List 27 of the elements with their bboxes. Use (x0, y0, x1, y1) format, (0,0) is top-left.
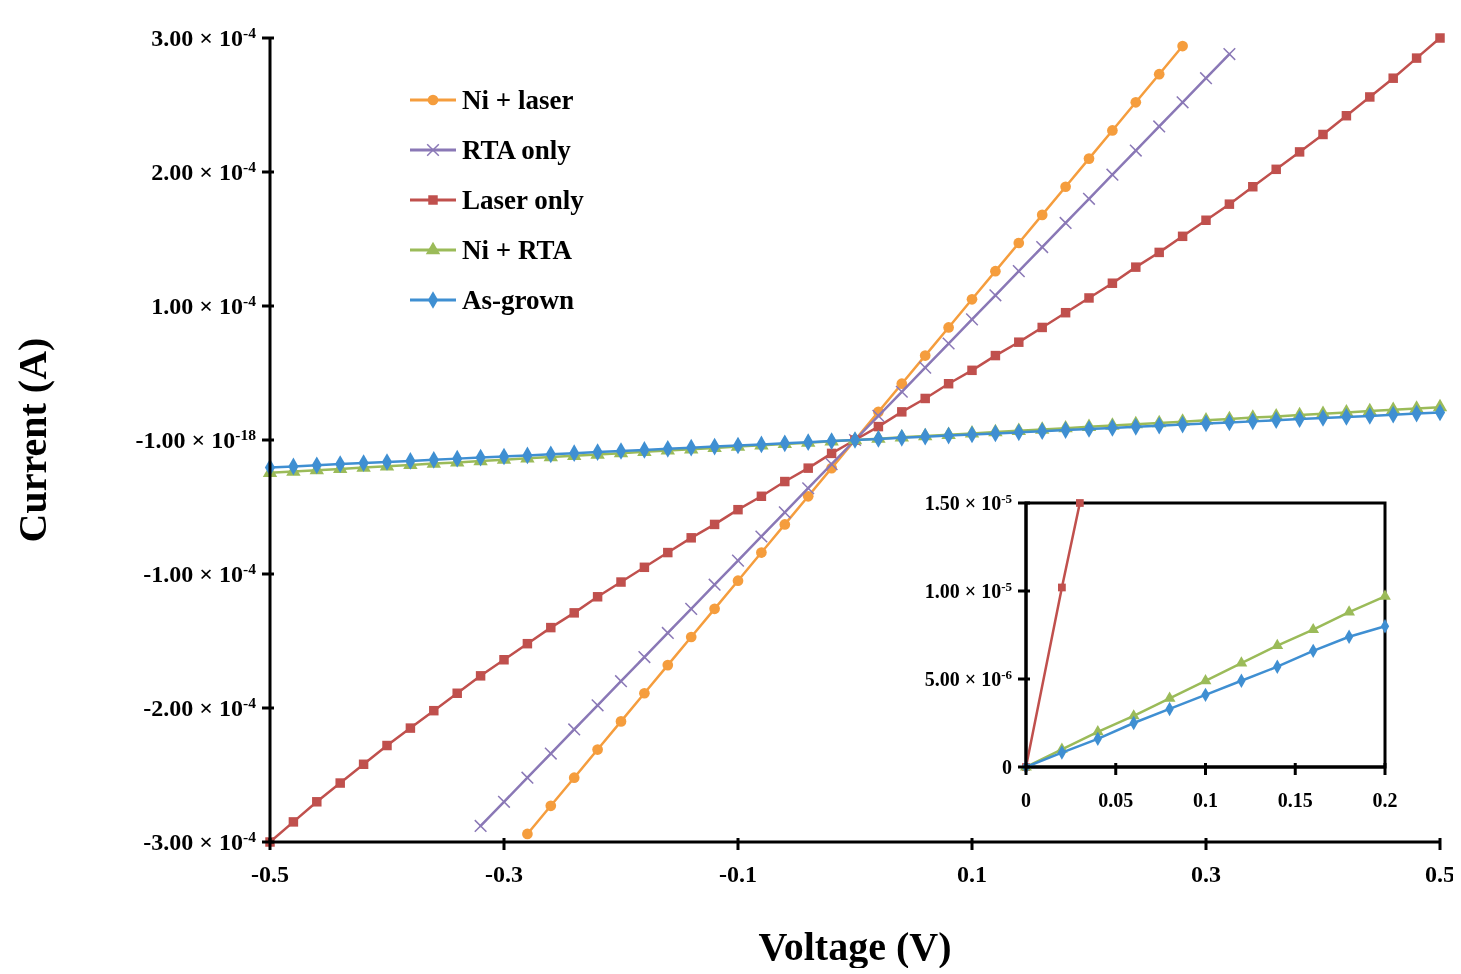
x-tick-label: 0.15 (1277, 789, 1313, 811)
y-tick-label: 1.00 × 10$^{-4}$ (151, 291, 257, 320)
y-tick-label: 5.00 × 10$^{-6}$ (924, 666, 1013, 690)
legend-label: Ni + RTA (462, 235, 573, 266)
x-tick-label: 0.1 (957, 861, 987, 887)
y-tick-label: -1.00 × 10$^{-18}$ (135, 425, 257, 454)
x-tick-label: 0.1 (1193, 789, 1218, 811)
legend-label: RTA only (462, 135, 572, 166)
x-tick-label: 0 (1021, 789, 1031, 811)
legend-label: Laser only (462, 185, 585, 216)
y-tick-label: 3.00 × 10$^{-4}$ (151, 23, 257, 52)
x-tick-label: -0.3 (485, 861, 523, 887)
legend-label: As-grown (462, 285, 575, 316)
y-tick-label: -1.00 × 10$^{-4}$ (143, 559, 257, 588)
legend-label: Ni + laser (462, 85, 574, 116)
x-tick-label: 0.3 (1191, 861, 1221, 887)
y-tick-label: -2.00 × 10$^{-4}$ (143, 693, 257, 722)
y-tick-label: 2.00 × 10$^{-4}$ (151, 157, 257, 186)
y-axis-title: Current (A) (10, 337, 55, 543)
x-tick-label: -0.5 (251, 861, 289, 887)
y-tick-label: 0 (1002, 756, 1012, 778)
y-tick-label: 1.00 × 10$^{-5}$ (924, 578, 1013, 602)
y-tick-label: -3.00 × 10$^{-4}$ (143, 827, 257, 856)
x-tick-label: 0.2 (1372, 789, 1398, 811)
x-tick-label: -0.1 (719, 861, 757, 887)
x-tick-label: 0.05 (1098, 789, 1134, 811)
y-tick-label: 1.50 × 10$^{-5}$ (924, 490, 1013, 514)
